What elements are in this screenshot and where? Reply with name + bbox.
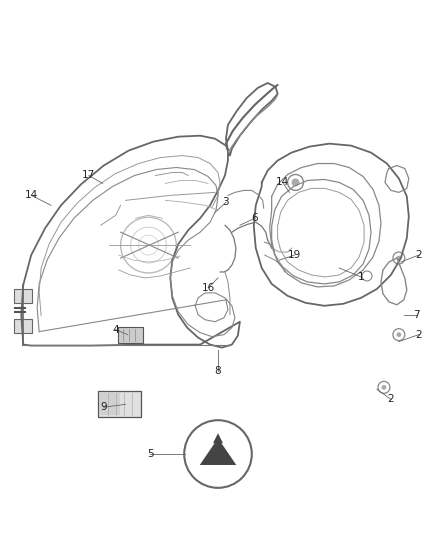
- Text: 4: 4: [113, 325, 119, 335]
- Text: 14: 14: [276, 177, 289, 188]
- FancyBboxPatch shape: [118, 327, 144, 343]
- Text: 5: 5: [147, 449, 154, 459]
- Text: 7: 7: [413, 310, 420, 320]
- Text: 2: 2: [415, 329, 422, 340]
- Text: 14: 14: [25, 190, 38, 200]
- Text: 9: 9: [100, 402, 107, 412]
- Text: 3: 3: [223, 197, 229, 207]
- Text: 8: 8: [215, 367, 221, 376]
- FancyBboxPatch shape: [98, 391, 141, 417]
- Circle shape: [381, 385, 386, 390]
- Text: 16: 16: [201, 283, 215, 293]
- Circle shape: [396, 332, 401, 337]
- Polygon shape: [200, 438, 236, 465]
- Polygon shape: [213, 433, 223, 443]
- Text: 2: 2: [415, 250, 422, 260]
- FancyBboxPatch shape: [100, 393, 120, 415]
- Text: 2: 2: [388, 394, 394, 405]
- FancyBboxPatch shape: [14, 289, 32, 303]
- Text: 17: 17: [82, 171, 95, 181]
- Circle shape: [292, 179, 300, 187]
- Text: 1: 1: [358, 272, 364, 282]
- Text: 19: 19: [288, 250, 301, 260]
- FancyBboxPatch shape: [14, 319, 32, 333]
- Circle shape: [396, 256, 401, 261]
- Text: 6: 6: [251, 213, 258, 223]
